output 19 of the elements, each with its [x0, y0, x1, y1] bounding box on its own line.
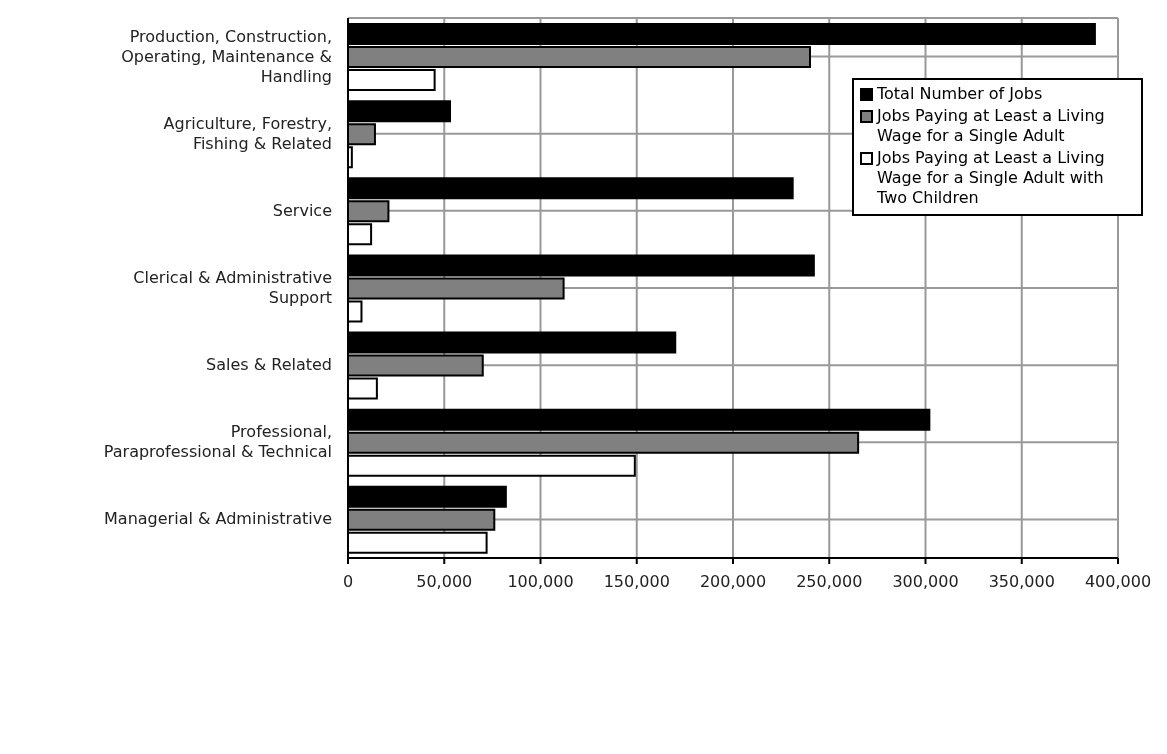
y-tick-label: Production, Construction, Operating, Maintenance & Handling [121, 26, 332, 86]
x-tick-label: 200,000 [699, 572, 767, 592]
x-tick-label: 250,000 [796, 572, 863, 592]
y-tick-label: Clerical & Administrative Support [133, 268, 332, 307]
x-tick-label: 150,000 [603, 572, 670, 592]
y-tick-label: Professional, Paraprofessional & Technical [103, 422, 332, 462]
legend-label: Jobs Paying at Least a Living Wage for a Single Adult [877, 106, 1106, 146]
y-tick-label: Sales & Related [206, 355, 332, 375]
legend-label: Jobs Paying at Least a Living Wage for a Single Adult with Two Children [877, 148, 1106, 208]
x-tick-label: 50,000 [416, 572, 473, 592]
y-tick-label: Managerial & Administrative [104, 509, 332, 529]
x-tick-label: 100,000 [507, 572, 574, 592]
y-tick-label: Service [272, 200, 332, 220]
legend-label: Total Number of Jobs [877, 84, 1043, 104]
x-tick-label: 400,000 [1084, 572, 1152, 592]
x-tick-label: 300,000 [892, 572, 959, 592]
x-tick-label: 350,000 [988, 572, 1055, 592]
y-tick-label: Agriculture, Forestry, Fishing & Related [163, 113, 332, 153]
x-tick-label: 0 [342, 572, 354, 592]
